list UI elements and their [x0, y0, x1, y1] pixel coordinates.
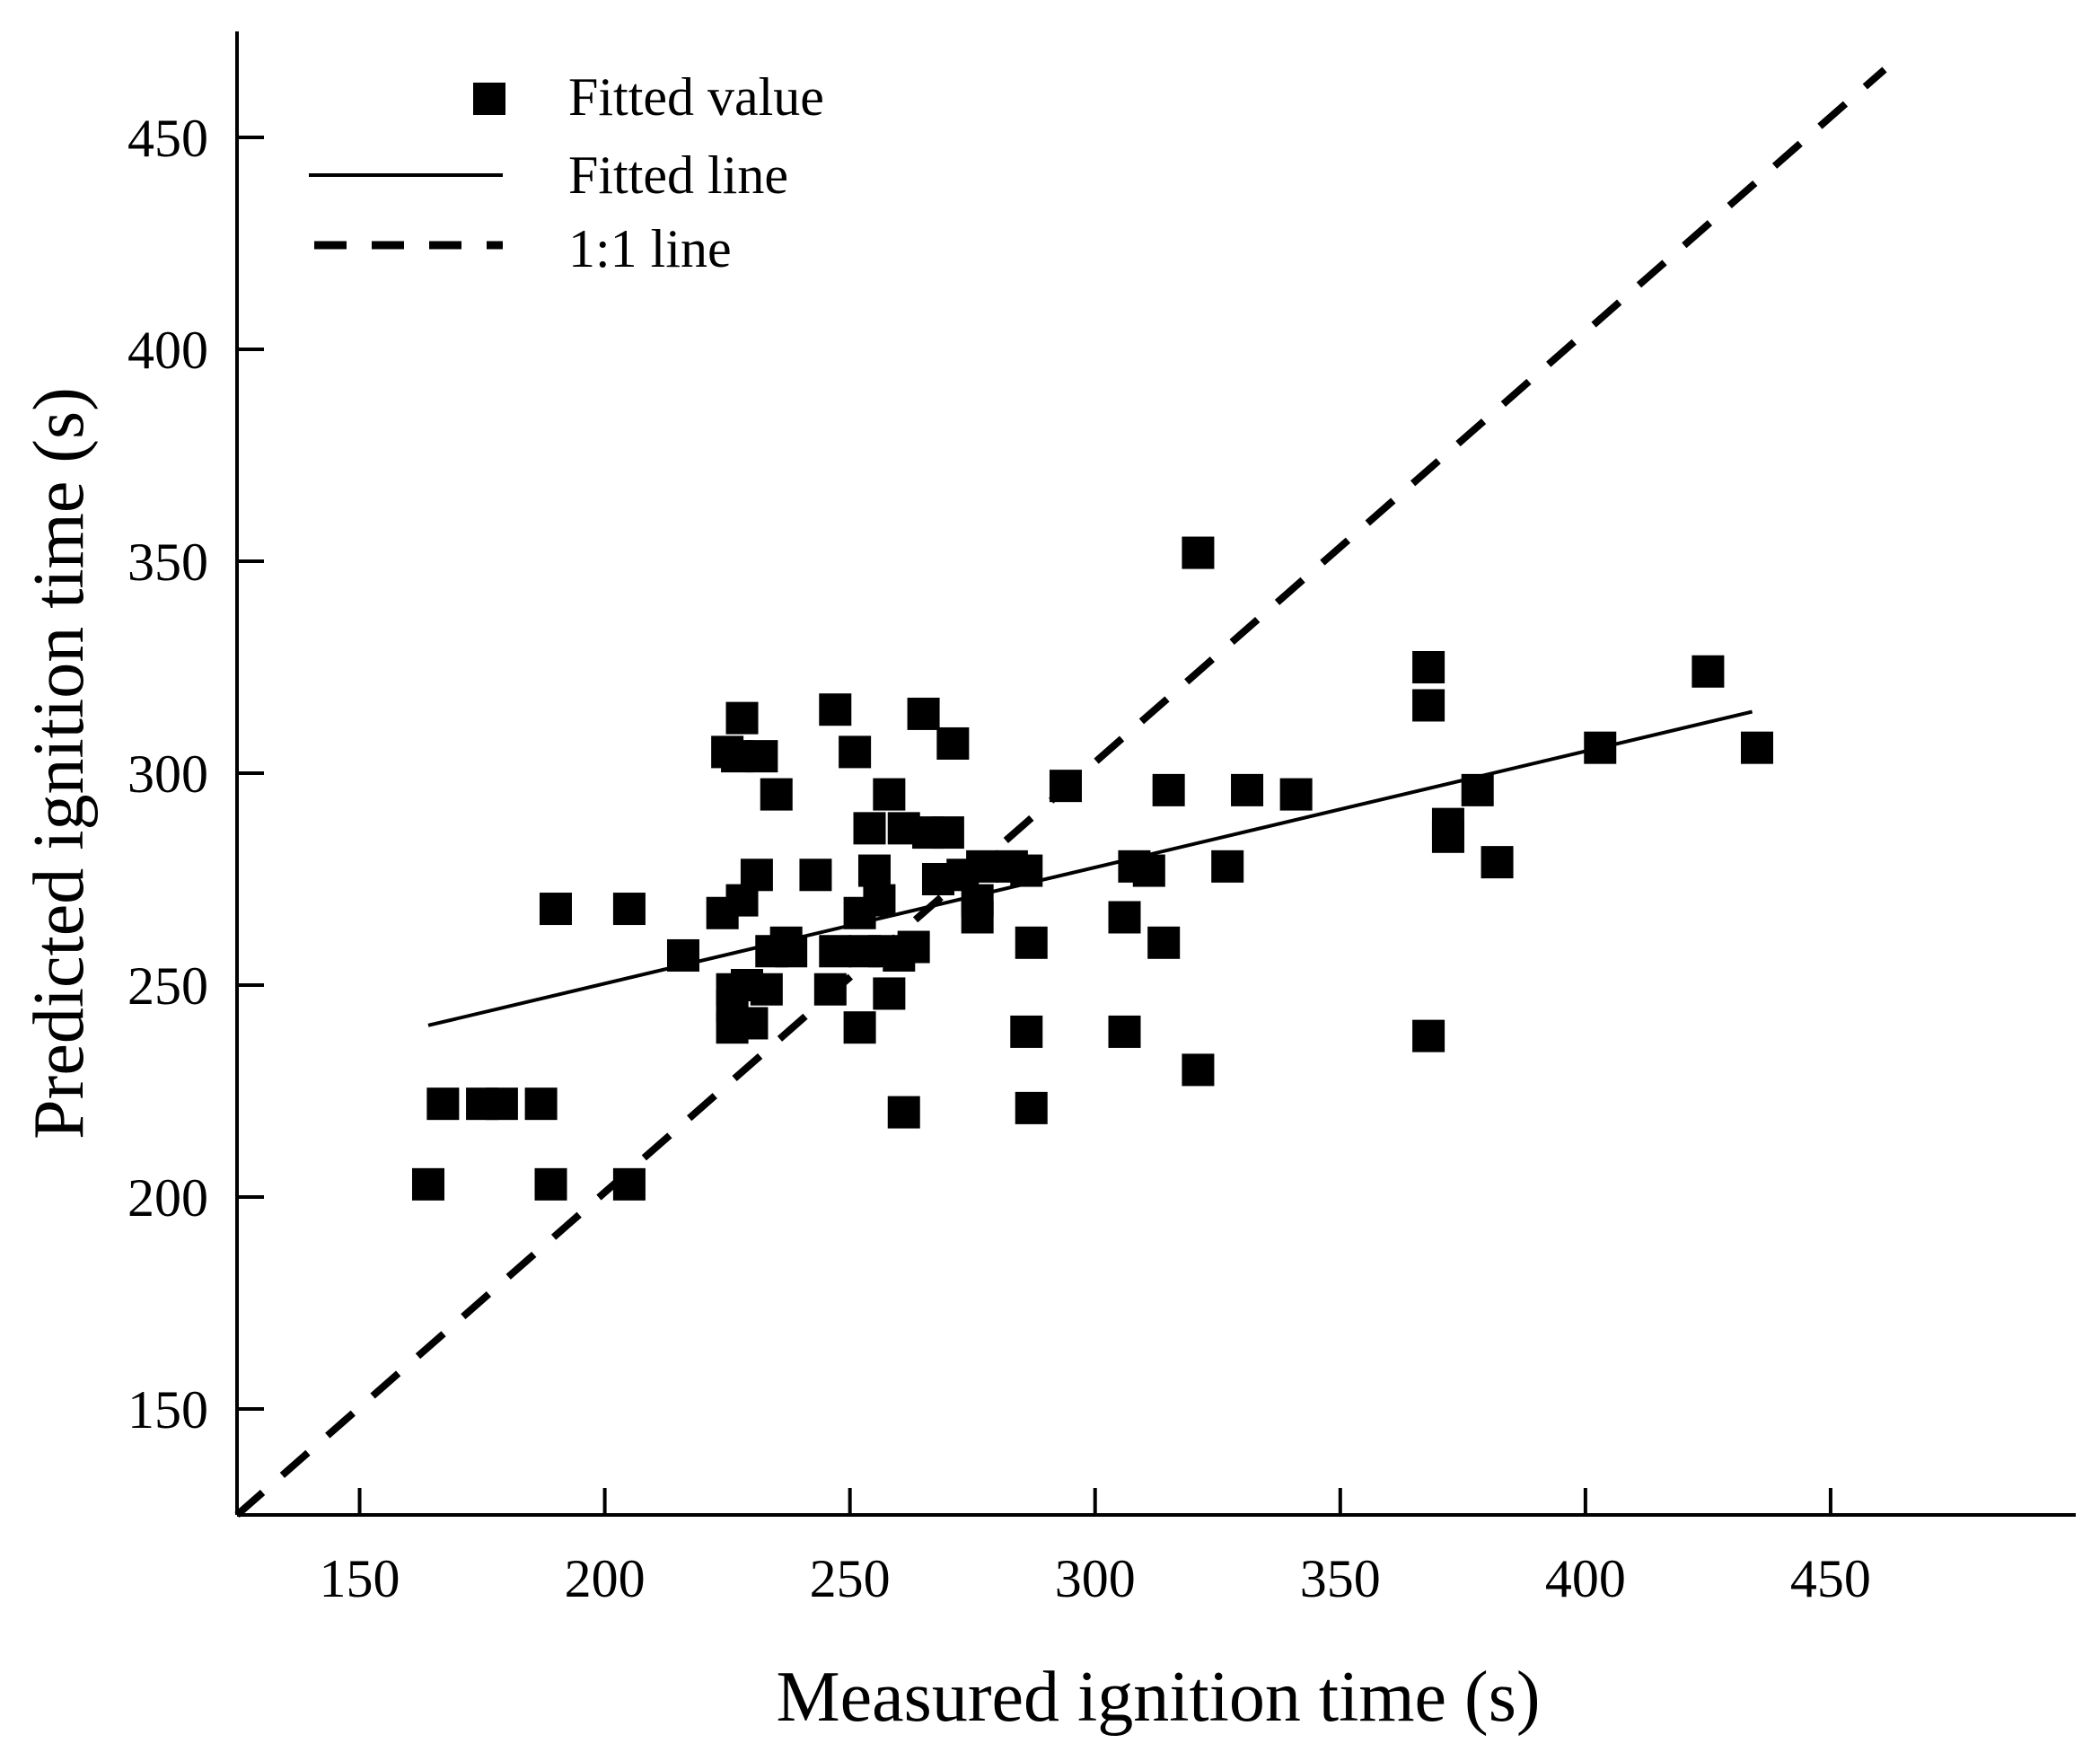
plot-points [411, 536, 1774, 1201]
data-point [1412, 689, 1445, 722]
data-point [931, 816, 964, 850]
data-point [1152, 773, 1185, 806]
y-tick-label: 150 [127, 1380, 208, 1439]
fitted-line [427, 709, 1753, 1027]
data-point [1584, 731, 1617, 764]
data-point [539, 893, 572, 926]
data-point [612, 893, 646, 926]
data-point [750, 973, 783, 1006]
legend-label-one-to-one: 1:1 line [568, 219, 732, 278]
data-point [740, 858, 773, 892]
x-tick-label: 450 [1790, 1549, 1871, 1608]
data-point [1741, 731, 1774, 764]
legend-label-fitted-line: Fitted line [568, 145, 788, 205]
x-tick-label: 200 [565, 1549, 646, 1608]
data-point [863, 884, 896, 917]
data-point [1412, 1019, 1445, 1052]
x-tick-label: 400 [1545, 1549, 1626, 1608]
data-point [839, 735, 872, 769]
data-point [666, 938, 699, 972]
data-point [775, 935, 808, 968]
legend-marker-fitted-value [473, 83, 505, 115]
data-point [1431, 820, 1464, 853]
data-point [857, 854, 891, 887]
x-tick-label: 150 [320, 1549, 400, 1608]
x-tick-label: 350 [1300, 1549, 1381, 1608]
data-point [936, 726, 970, 760]
y-tick-label: 300 [127, 744, 208, 804]
data-point [873, 977, 906, 1010]
data-point [534, 1167, 567, 1201]
data-point [897, 930, 930, 964]
data-point [1182, 536, 1215, 569]
data-point [1412, 651, 1445, 683]
data-point [612, 1167, 646, 1201]
y-axis-title: Predicted ignition time (s) [20, 387, 99, 1140]
data-point [485, 1087, 518, 1121]
y-tick-label: 350 [127, 533, 208, 592]
data-point [745, 740, 778, 773]
data-point [853, 812, 886, 845]
data-point [725, 701, 759, 735]
data-point [1461, 773, 1494, 806]
data-point [907, 697, 940, 730]
data-point [1481, 846, 1514, 879]
data-point [966, 850, 999, 883]
data-point [873, 778, 906, 811]
data-point [760, 778, 793, 811]
data-point [819, 935, 852, 968]
data-point [1010, 854, 1043, 887]
data-point [799, 858, 832, 892]
data-point [1279, 778, 1313, 811]
y-tick-label: 450 [127, 109, 208, 168]
data-point [411, 1167, 444, 1201]
data-point [1132, 854, 1165, 887]
y-tick-label: 200 [127, 1168, 208, 1228]
data-point [1691, 655, 1725, 688]
legend: Fitted value Fitted line 1:1 line [309, 67, 824, 278]
data-point [1108, 901, 1141, 934]
data-point [1147, 926, 1181, 959]
data-point [961, 884, 994, 917]
data-point [524, 1087, 558, 1121]
ticks: 150 200 250 300 350 400 450 150 200 250 300 350 400 4… [127, 109, 1871, 1608]
data-point [1010, 1015, 1043, 1048]
data-point [843, 1011, 876, 1044]
data-point [1015, 926, 1048, 959]
data-point [1231, 773, 1264, 806]
y-tick-label: 400 [127, 321, 208, 380]
axes [235, 31, 2076, 1517]
data-point [1015, 1091, 1048, 1124]
y-tick-label: 250 [127, 956, 208, 1016]
data-point [1108, 1015, 1141, 1048]
legend-label-fitted-value: Fitted value [568, 67, 824, 127]
data-point [735, 1007, 769, 1040]
x-axis-title: Measured ignition time (s) [777, 1658, 1541, 1737]
data-point [1182, 1053, 1215, 1087]
data-point [1211, 850, 1244, 883]
data-point [813, 973, 847, 1006]
data-point [819, 693, 852, 726]
x-tick-label: 250 [810, 1549, 891, 1608]
data-point [887, 1096, 920, 1129]
data-point [426, 1087, 460, 1121]
data-point [1049, 770, 1082, 803]
x-tick-label: 300 [1055, 1549, 1136, 1608]
